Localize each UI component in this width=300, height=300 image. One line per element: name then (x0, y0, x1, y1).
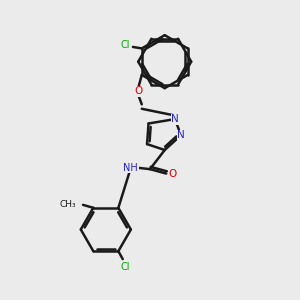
Text: O: O (135, 86, 143, 96)
Text: Cl: Cl (121, 40, 130, 50)
Text: O: O (169, 169, 177, 178)
Text: NH: NH (124, 163, 138, 173)
Text: CH₃: CH₃ (59, 200, 76, 209)
Text: N: N (177, 130, 185, 140)
Text: Cl: Cl (121, 262, 130, 272)
Text: N: N (171, 114, 179, 124)
